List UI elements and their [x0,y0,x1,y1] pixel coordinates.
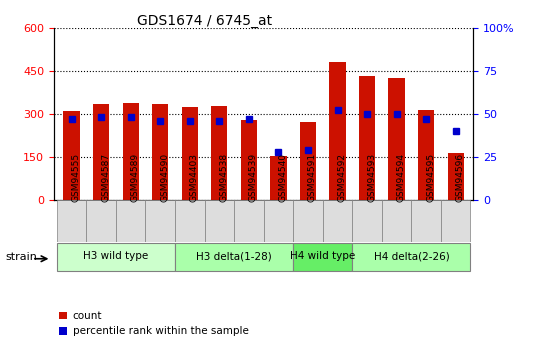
Bar [145,200,175,242]
Bar [352,243,471,271]
Bar [293,200,323,242]
Text: GSM94587: GSM94587 [101,153,110,202]
Bar [359,77,375,200]
Text: GSM94538: GSM94538 [220,153,228,202]
Text: GSM94592: GSM94592 [337,153,346,202]
Text: GSM94555: GSM94555 [72,153,81,202]
Bar [300,122,316,200]
Bar [204,200,234,242]
Text: GSM94540: GSM94540 [278,153,287,202]
Bar [56,243,175,271]
Text: GSM94589: GSM94589 [131,153,140,202]
Bar [382,200,412,242]
Text: GDS1674 / 6745_at: GDS1674 / 6745_at [137,14,272,28]
Text: H4 delta(2-26): H4 delta(2-26) [373,252,449,262]
Bar [240,120,257,200]
Bar [175,200,204,242]
Text: H3 delta(1-28): H3 delta(1-28) [196,252,272,262]
Bar [388,78,405,200]
Text: GSM94595: GSM94595 [426,153,435,202]
Bar [412,200,441,242]
Bar [123,103,139,200]
Bar [264,200,293,242]
Text: GSM94590: GSM94590 [160,153,169,202]
Bar [182,107,198,200]
Text: GSM94591: GSM94591 [308,153,317,202]
Bar [93,104,109,200]
Bar [86,200,116,242]
Bar [323,200,352,242]
Bar [211,106,228,200]
Bar [418,110,434,200]
Bar [56,200,86,242]
Text: GSM94596: GSM94596 [456,153,465,202]
Bar [448,152,464,200]
Text: GSM94539: GSM94539 [249,153,258,202]
Legend: count, percentile rank within the sample: count, percentile rank within the sample [59,311,249,336]
Bar [329,62,345,200]
Text: GSM94403: GSM94403 [190,153,199,202]
Bar [441,200,471,242]
Bar [270,156,287,200]
Text: H4 wild type: H4 wild type [290,252,356,262]
Bar [352,200,382,242]
Text: GSM94594: GSM94594 [397,153,406,202]
Text: H3 wild type: H3 wild type [83,252,148,262]
Text: GSM94593: GSM94593 [367,153,376,202]
Bar [175,243,293,271]
Bar [234,200,264,242]
Text: strain: strain [5,252,37,262]
Bar [152,104,168,200]
Bar [63,111,80,200]
Bar [293,243,352,271]
Bar [116,200,145,242]
